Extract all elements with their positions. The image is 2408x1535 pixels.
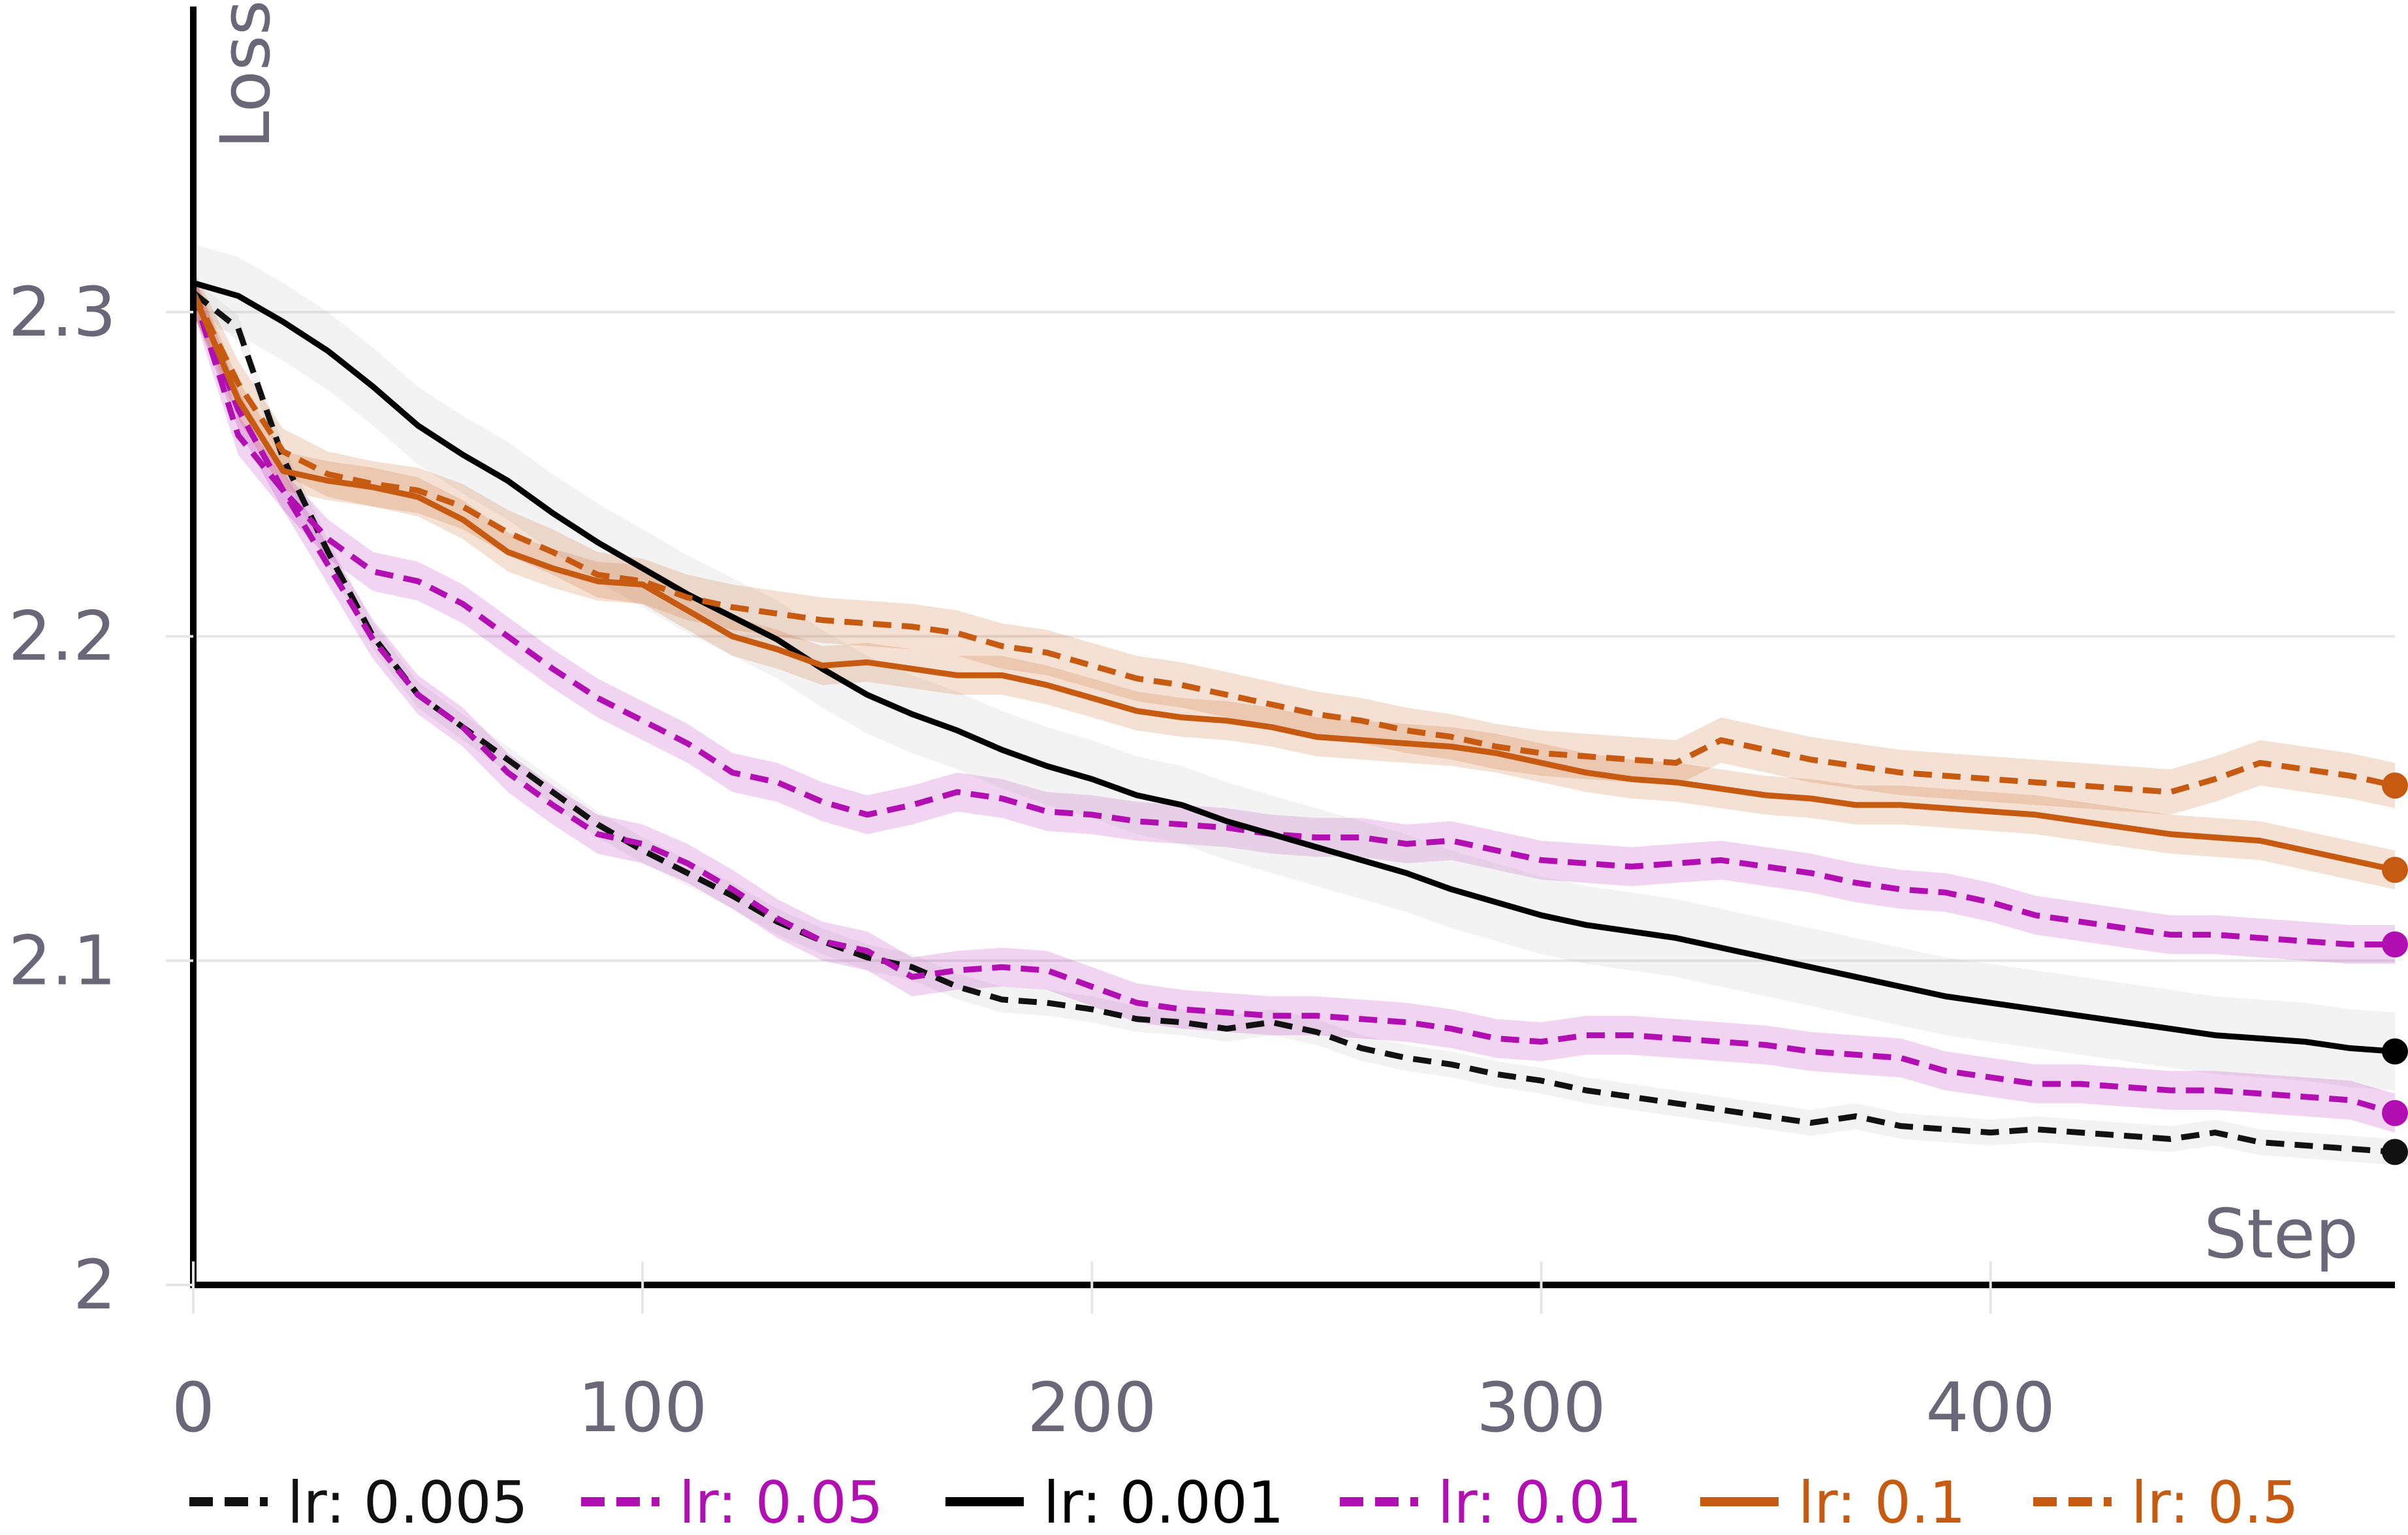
end-marker-lr-0-01 xyxy=(2382,1100,2408,1126)
series-line-lr-0-1 xyxy=(190,291,2396,873)
legend-item-lr-0-1: lr: 0.1 xyxy=(1700,1469,1966,1535)
y-tick-label-2: 2 xyxy=(73,1245,116,1325)
band-lr-0-001 xyxy=(193,244,2395,1091)
legend-item-lr-0-05: lr: 0.05 xyxy=(581,1469,883,1535)
series-line-lr-0-001 xyxy=(192,279,2396,1054)
end-marker-lr-0-5 xyxy=(2382,772,2408,799)
legend-label-lr-0-5: lr: 0.5 xyxy=(2131,1469,2299,1535)
end-marker-lr-0-005 xyxy=(2382,1139,2408,1165)
confidence-bands xyxy=(193,244,2395,1165)
series-line-lr-0-01 xyxy=(190,291,2396,1116)
end-marker-lr-0-05 xyxy=(2382,931,2408,958)
x-tick-label-100: 100 xyxy=(578,1368,708,1448)
tick-labels: 2 2.1 2.2 2.3 0 100 200 300 400 xyxy=(8,272,2055,1448)
legend-item-lr-0-5: lr: 0.5 xyxy=(2033,1469,2299,1535)
grid-lines xyxy=(193,311,2395,962)
legend-label-lr-0-01: lr: 0.01 xyxy=(1438,1469,1642,1535)
legend-label-lr-0-005: lr: 0.005 xyxy=(287,1469,528,1535)
x-tick-label-300: 300 xyxy=(1476,1368,1606,1448)
series-end-markers xyxy=(2382,772,2408,1165)
legend-label-lr-0-1: lr: 0.1 xyxy=(1798,1469,1966,1535)
y-tick-label-2-2: 2.2 xyxy=(8,597,116,676)
y-tick-label-2-3: 2.3 xyxy=(8,272,116,352)
series-line-lr-0-05 xyxy=(190,291,2395,947)
legend-item-lr-0-005: lr: 0.005 xyxy=(189,1469,528,1535)
y-axis-title: Loss xyxy=(206,0,285,149)
x-tick-label-200: 200 xyxy=(1027,1368,1157,1448)
band-lr-0-5 xyxy=(193,270,2395,815)
legend-item-lr-0-01: lr: 0.01 xyxy=(1340,1469,1642,1535)
x-tick-label-0: 0 xyxy=(172,1368,215,1448)
x-tick-label-400: 400 xyxy=(1925,1368,2055,1448)
y-tick-label-2-1: 2.1 xyxy=(8,921,116,1000)
series-lines xyxy=(190,279,2396,1155)
legend: lr: 0.005 lr: 0.05 lr: 0.001 lr: 0.01 lr: 0.… xyxy=(189,1469,2299,1535)
end-marker-lr-0-1 xyxy=(2382,857,2408,883)
band-lr-0-05 xyxy=(193,273,2395,964)
legend-item-lr-0-001: lr: 0.001 xyxy=(945,1469,1284,1535)
end-marker-lr-0-001 xyxy=(2382,1038,2408,1065)
legend-label-lr-0-001: lr: 0.001 xyxy=(1043,1469,1284,1535)
legend-label-lr-0-05: lr: 0.05 xyxy=(679,1469,883,1535)
series-line-lr-0-005 xyxy=(191,290,2396,1155)
x-axis-title: Step xyxy=(2204,1194,2358,1274)
axes xyxy=(190,7,2395,1288)
